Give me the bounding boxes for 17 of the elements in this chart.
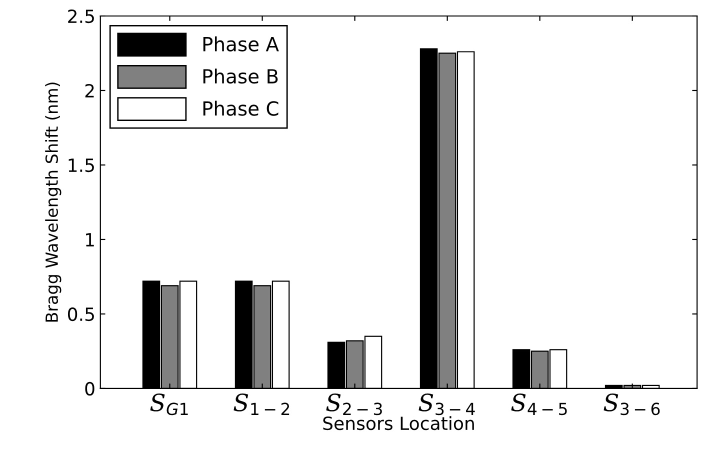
y-axis-title: Bragg Wavelength Shift (nm)	[45, 82, 62, 322]
y-tick-label: 1	[86, 233, 94, 246]
y-tick-label: 0	[85, 382, 94, 396]
x-tick-label: S$_{G1}$	[150, 394, 188, 416]
y-tick-label: 2.5	[68, 9, 94, 24]
legend-label: Phase C	[203, 100, 278, 116]
x-tick-label: S$_{4−5}$	[511, 394, 567, 416]
y-tick-label: 1.5	[68, 158, 94, 172]
x-axis-title: Sensors Location	[323, 416, 474, 430]
x-tick-label: S$_{1−2}$	[234, 394, 290, 415]
legend-label: Phase A	[203, 36, 279, 52]
x-tick-label: S$_{2−3}$	[326, 394, 382, 416]
y-tick-label: 0.5	[68, 307, 94, 322]
x-tick-label: S$_{3−4}$	[418, 394, 475, 416]
x-tick-label: S$_{3−6}$	[604, 394, 660, 416]
legend-label: Phase B	[203, 68, 278, 84]
y-tick-label: 2	[85, 84, 94, 98]
